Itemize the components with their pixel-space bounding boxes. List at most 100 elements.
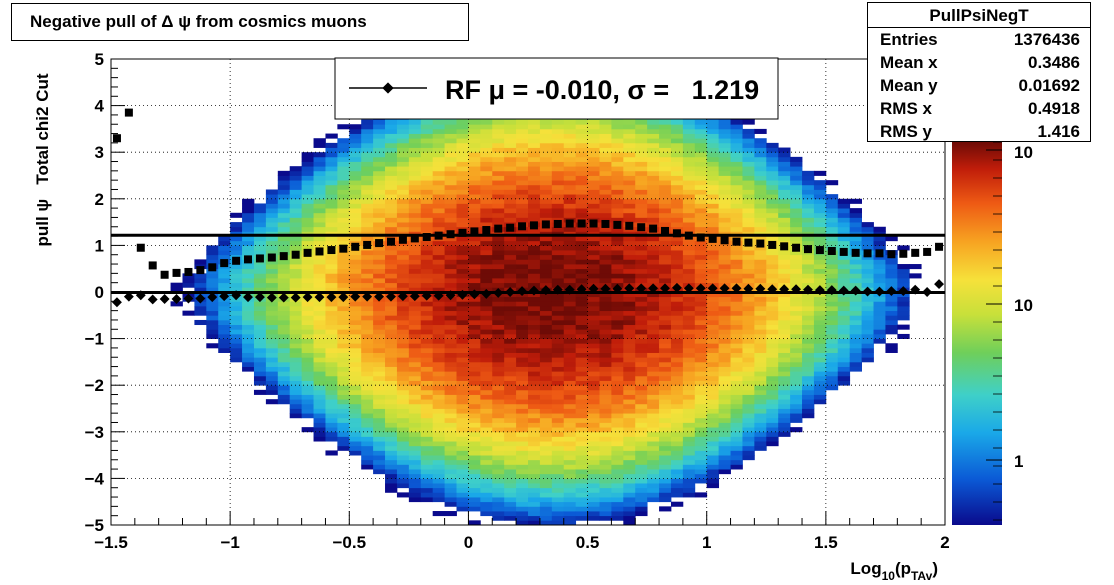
- heatmap-cell: [694, 329, 708, 335]
- heatmap-cell: [790, 198, 803, 204]
- heatmap-cell: [420, 399, 434, 405]
- heatmap-cell: [206, 343, 219, 349]
- heatmap-cell: [754, 380, 767, 386]
- stats-value: 0.3486: [1028, 53, 1080, 72]
- heatmap-cell: [563, 175, 577, 181]
- heatmap-cell: [802, 301, 815, 307]
- heatmap-cell: [635, 445, 648, 451]
- heatmap-cell: [694, 417, 708, 423]
- heatmap-cell: [432, 315, 445, 321]
- heatmap-cell: [790, 203, 803, 209]
- heatmap-cell: [599, 138, 612, 144]
- heatmap-cell: [289, 319, 303, 326]
- marker-diamond: [374, 291, 385, 302]
- heatmap-cell: [587, 236, 600, 242]
- heatmap-cell: [396, 287, 410, 293]
- heatmap-cell: [504, 515, 517, 521]
- heatmap-cell: [766, 403, 779, 409]
- heatmap-cell: [432, 124, 445, 130]
- heatmap-cell: [682, 403, 696, 409]
- heatmap-cell: [432, 166, 445, 172]
- heatmap-cell: [694, 371, 708, 377]
- heatmap-cell: [468, 375, 481, 381]
- heatmap-cell: [885, 282, 898, 288]
- heatmap-cell: [790, 250, 803, 256]
- marker-diamond: [624, 283, 635, 294]
- heatmap-cell: [396, 427, 410, 433]
- marker-diamond: [314, 292, 325, 303]
- heatmap-cell: [385, 264, 398, 270]
- heatmap-cell: [742, 296, 755, 302]
- heatmap-cell: [492, 408, 505, 414]
- heatmap-cell: [349, 417, 362, 423]
- heatmap-cell: [551, 250, 565, 256]
- heatmap-cell: [349, 198, 362, 204]
- heatmap-cell: [349, 408, 362, 414]
- heatmap-cell: [659, 292, 672, 298]
- heatmap-cell: [504, 310, 517, 316]
- heatmap-cell: [766, 170, 779, 176]
- heatmap-cell: [670, 161, 684, 167]
- heatmap-cell: [813, 329, 827, 335]
- marker-diamond: [195, 293, 206, 304]
- heatmap-cell: [754, 371, 767, 377]
- heatmap-cell: [623, 170, 636, 176]
- heatmap-cell: [349, 287, 362, 293]
- heatmap-cell: [718, 161, 731, 167]
- heatmap-cell: [361, 152, 374, 158]
- heatmap-cell: [539, 506, 553, 512]
- marker-square: [780, 242, 789, 251]
- heatmap-cell: [420, 487, 434, 493]
- heatmap-cell: [790, 389, 803, 395]
- heatmap-cell: [813, 254, 827, 260]
- heatmap-cell: [551, 128, 565, 134]
- heatmap-cell: [575, 343, 588, 349]
- heatmap-cell: [694, 194, 708, 200]
- heatmap-cell: [456, 175, 469, 181]
- heatmap-cell: [539, 156, 553, 162]
- heatmap-cell: [432, 497, 445, 503]
- heatmap-cell: [456, 184, 469, 190]
- heatmap-cell: [861, 245, 874, 251]
- heatmap-cell: [563, 236, 577, 242]
- heatmap-cell: [635, 473, 648, 479]
- heatmap-cell: [825, 329, 839, 335]
- heatmap-cell: [349, 212, 362, 218]
- heatmap-cell: [325, 352, 338, 358]
- heatmap-cell: [373, 254, 386, 260]
- heatmap-cell: [539, 147, 553, 153]
- marker-diamond: [112, 297, 122, 308]
- heatmap-cell: [575, 403, 588, 409]
- heatmap-cell: [492, 357, 505, 363]
- heatmap-cell: [492, 282, 505, 288]
- heatmap-cell: [611, 161, 624, 167]
- heatmap-cell: [444, 347, 457, 353]
- heatmap-cell: [301, 170, 314, 176]
- heatmap-cell: [599, 278, 612, 284]
- heatmap-cell: [504, 361, 517, 367]
- heatmap-cell: [599, 459, 612, 465]
- heatmap-cell: [694, 245, 708, 251]
- heatmap-cell: [802, 264, 815, 270]
- heatmap-cell: [444, 352, 457, 358]
- x-axis-title-sub: 10: [882, 569, 896, 583]
- heatmap-cell: [706, 240, 720, 246]
- heatmap-cell: [313, 338, 326, 344]
- heatmap-cell: [516, 212, 529, 218]
- heatmap-cell: [563, 292, 577, 298]
- heatmap-cell: [682, 259, 696, 265]
- heatmap-cell: [778, 319, 791, 326]
- heatmap-cell: [289, 217, 303, 223]
- heatmap-cell: [706, 413, 720, 419]
- heatmap-cell: [670, 194, 684, 200]
- heatmap-cell: [456, 138, 469, 144]
- heatmap-cell: [539, 250, 553, 256]
- heatmap-cell: [802, 333, 815, 339]
- heatmap-cell: [730, 450, 743, 456]
- heatmap-cell: [313, 222, 326, 228]
- marker-diamond: [433, 290, 444, 301]
- heatmap-cell: [575, 506, 588, 512]
- heatmap-cell: [802, 343, 815, 349]
- heatmap-cell: [730, 333, 743, 339]
- stats-row-mean-x: Mean x 0.3486: [868, 51, 1090, 74]
